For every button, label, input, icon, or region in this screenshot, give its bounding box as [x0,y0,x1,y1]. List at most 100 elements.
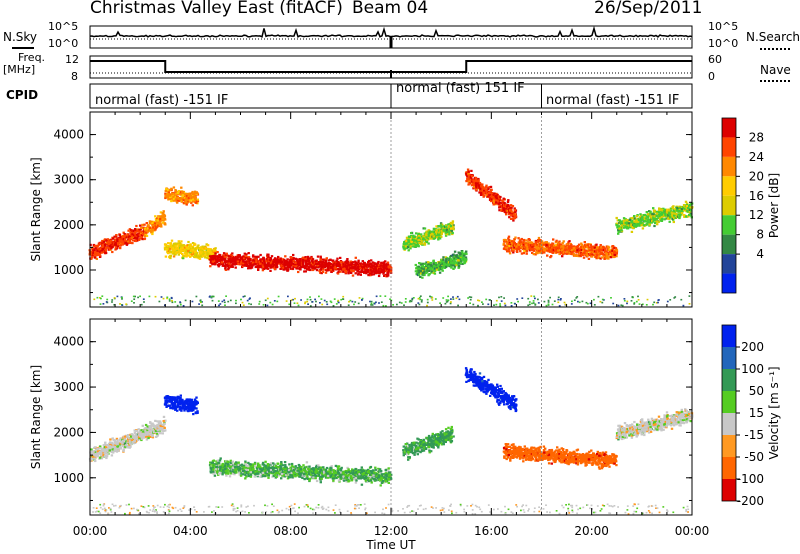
scatter-cell [217,265,220,268]
scatter-cell [450,266,453,269]
scatter-cell [140,236,143,239]
scatter-cell [600,246,603,249]
scatter-cell [182,255,185,258]
scatter-cell [229,260,232,263]
scatter-cell [587,243,590,246]
scatter-cell [482,191,486,194]
scatter-cell [227,255,231,258]
scatter-cell [522,241,526,244]
scatter-cell [280,260,284,263]
scatter-cell [421,235,424,238]
scatter-cell [224,255,227,258]
scatter-cell [200,253,203,256]
scatter-cell [280,263,283,266]
scatter-cell [557,249,560,252]
scatter-cell [357,259,360,262]
scatter-cell [625,220,629,223]
scatter-cell [590,245,593,249]
scatter-cell [120,241,123,244]
freq-tick-low: 8 [71,70,78,83]
scatter-cell [334,265,337,268]
scatter-cell [317,266,320,269]
scatter-cell [551,246,554,249]
scatter-cell [429,267,433,270]
scatter-cell [509,208,513,211]
scatter-cell [116,244,119,248]
scatter-cell [308,268,312,272]
scatter-cell [677,213,680,216]
scatter-cell [464,259,467,262]
scatter-cell [427,235,431,238]
scatter-cell [224,268,228,271]
scatter-cell [656,220,659,223]
scatter-cell [304,256,307,259]
scatter-cell [203,247,206,250]
scatter-cell [365,266,368,270]
scatter-cell [156,219,159,222]
scatter-cell [652,209,656,212]
scatter-cell [327,259,330,262]
scatter-cell [140,226,143,229]
scatter-cell [222,252,226,255]
ground-scatter-cell [635,300,638,303]
scatter-cell [280,265,283,268]
scatter-cell [535,247,538,250]
ground-scatter-cell [170,297,173,300]
scatter-cell [688,208,691,211]
scatter-cell [549,250,552,253]
scatter-cell [235,262,238,265]
scatter-cell [407,249,410,252]
scatter-cell [119,247,122,250]
scatter-cell [680,207,684,210]
scatter-cell [570,245,573,248]
ground-scatter-cell [249,297,251,299]
scatter-cell [457,266,460,269]
scatter-cell [122,231,125,234]
scatter-cell [125,240,129,243]
scatter-cell [213,249,216,252]
scatter-cell [427,261,430,264]
scatter-cell [135,224,138,228]
scatter-cell [169,242,172,245]
scatter-cell [634,224,637,227]
scatter-cell [264,260,267,263]
scatter-cell [589,251,592,254]
scatter-cell [144,228,148,232]
scatter-cell [599,257,602,260]
scatter-cell [114,241,117,244]
scatter-cell [199,255,202,258]
scatter-cell [187,240,190,244]
scatter-cell [414,243,417,246]
scatter-cell [529,247,532,251]
scatter-cell [656,223,659,226]
scatter-cell [522,242,525,246]
scatter-cell [277,255,280,259]
scatter-cell [211,260,215,263]
scatter-cell [508,216,511,219]
scatter-cell [525,245,529,248]
scatter-cell [554,247,557,250]
scatter-cell [104,251,107,254]
scatter-cell [440,259,444,262]
scatter-cell [367,265,370,268]
scatter-cell [661,212,664,215]
ground-scatter-cell [191,300,194,303]
scatter-cell [631,221,634,224]
scatter-cell [165,246,168,249]
scatter-cell [172,195,175,198]
scatter-cell [387,271,390,274]
scatter-cell [403,247,406,250]
scatter-cell [441,223,444,227]
ground-scatter-cell [527,304,530,307]
scatter-cell [168,197,172,201]
scatter-cell [236,260,240,263]
scatter-cell [195,192,198,195]
scatter-cell [560,243,563,247]
scatter-cell [566,250,569,253]
scatter-cell [118,238,122,241]
scatter-cell [570,243,573,247]
scatter-cell [156,221,160,224]
scatter-cell [423,270,426,273]
scatter-cell [423,236,426,239]
scatter-cell [157,224,160,227]
